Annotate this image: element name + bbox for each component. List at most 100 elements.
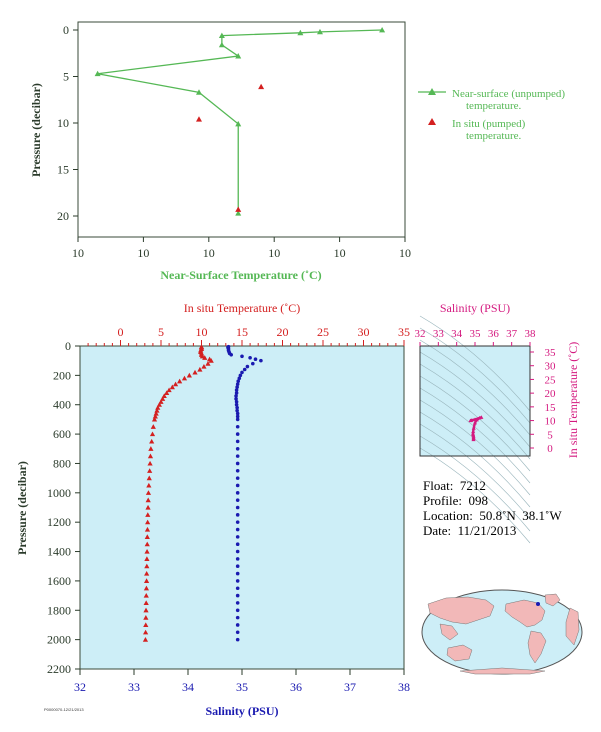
profile-number: 098 xyxy=(468,493,489,508)
profile-temperature-ticks: 0 5 10 15 20 25 30 35 xyxy=(87,325,410,346)
profile-salinity-point xyxy=(235,535,240,539)
profile-salinity-tick-label: 37 xyxy=(344,680,356,694)
profile-pressure-ticks: 0 200 400 600 800 1000 1200 1400 1600 1800 2000 220… xyxy=(47,339,80,676)
profile-temperature-point xyxy=(172,381,179,387)
profile-series xyxy=(142,344,263,642)
profile-salinity-point xyxy=(235,432,240,436)
profile-temperature-point xyxy=(164,390,170,396)
near-surface-x-tick-label: 10 xyxy=(137,246,149,260)
profile-temperature-point xyxy=(154,408,160,413)
near-surface-unpumped-point xyxy=(195,89,202,95)
profile-salinity-point xyxy=(235,637,240,642)
near-surface-unpumped-point xyxy=(218,32,225,38)
ts-density-contours xyxy=(419,315,531,544)
near-surface-unpumped-line xyxy=(97,29,383,214)
profile-temperature-point xyxy=(147,453,154,459)
profile-salinity-point xyxy=(236,379,241,384)
ts-density-contour xyxy=(419,315,531,412)
profile-pressure-tick-label: 1000 xyxy=(47,486,71,500)
profile-temperature-point xyxy=(205,361,211,366)
profile-salinity-point xyxy=(235,491,240,495)
profile-pressure-tick-label: 1600 xyxy=(47,574,71,588)
near-surface-unpumped-point xyxy=(235,53,242,59)
profile-pressure-tick-label: 2200 xyxy=(47,662,71,676)
ts-temperature-tick-label: 0 xyxy=(547,443,553,455)
near-surface-legend: Near-surface (unpumped) temperature. In … xyxy=(418,88,565,142)
profile-temperature-tick-label: 5 xyxy=(158,325,164,339)
profile-temperature-point xyxy=(147,468,153,473)
profile-temperature-point xyxy=(144,548,150,554)
profile-temperature-point xyxy=(143,615,149,620)
profile-salinity-tick-label: 38 xyxy=(398,680,410,694)
profile-salinity-point xyxy=(235,579,240,583)
profile-temperature-point xyxy=(144,556,150,561)
profile-salinity-point xyxy=(234,394,238,398)
map-antarctica xyxy=(459,667,546,675)
profile-salinity-point xyxy=(240,354,244,359)
profile-temperature-point xyxy=(143,585,150,591)
float-info-label: Float: xyxy=(423,478,454,493)
profile-temperature-point xyxy=(148,446,154,451)
profile-temperature-point xyxy=(147,460,153,466)
profile-pressure-tick-label: 200 xyxy=(53,368,71,382)
profile-salinity-point xyxy=(235,513,240,517)
profile-temperature-point xyxy=(145,519,151,525)
profile-salinity-tick-label: 36 xyxy=(290,680,302,694)
profile-temperature-point xyxy=(143,622,149,628)
legend-label-pumped-line1: In situ (pumped) xyxy=(452,118,526,130)
ts-density-contour xyxy=(419,327,531,424)
profile-temperature-point xyxy=(151,416,158,422)
map-eurasia xyxy=(427,596,495,625)
map-greenland xyxy=(544,593,561,607)
profile-salinity-axis-label: Salinity (PSU) xyxy=(205,704,278,718)
float-info-panel: Float: 7212 Profile: 098 Location: 50.8˚… xyxy=(423,478,562,538)
profile-temperature-point xyxy=(144,570,150,576)
profile-salinity-point xyxy=(235,424,240,429)
near-surface-x-tick-label: 10 xyxy=(203,246,215,260)
profile-temperature-point xyxy=(143,578,150,583)
profile-salinity-point xyxy=(235,593,240,598)
legend-label-pumped-line2: temperature. xyxy=(466,130,522,142)
profile-salinity-point xyxy=(235,461,240,466)
ts-temperature-tick-label: 5 xyxy=(547,429,553,441)
near-surface-y-ticks: 0 5 10 15 20 xyxy=(57,23,78,223)
profile-temperature-point xyxy=(169,384,175,390)
near-surface-unpumped-point xyxy=(235,120,242,127)
profile-temperature-point xyxy=(186,372,192,378)
profile-salinity-point xyxy=(235,439,240,444)
profile-salinity-point xyxy=(229,353,233,357)
ts-point xyxy=(471,429,476,434)
profile-temperature-point xyxy=(201,363,207,369)
profile-temperature-point xyxy=(177,378,183,384)
world-map xyxy=(421,589,583,675)
ts-salinity-tick-label: 38 xyxy=(525,328,537,340)
profile-temperature-point xyxy=(144,541,150,547)
profile-temperature-point xyxy=(161,393,167,398)
profile-salinity-point xyxy=(248,355,252,360)
profile-salinity-point xyxy=(235,405,239,410)
float-number: 7212 xyxy=(459,478,486,493)
ts-density-contour xyxy=(419,435,531,532)
profile-salinity-point xyxy=(235,454,240,458)
ts-temperature-axis-label: In situ Temperature (˚C) xyxy=(566,342,580,459)
map-africa-europe-edge xyxy=(565,607,580,646)
ts-density-contour xyxy=(419,423,531,520)
profile-temperature-point xyxy=(192,369,198,375)
profile-temperature-tick-label: 25 xyxy=(317,325,329,339)
profile-salinity-point xyxy=(234,402,239,407)
profile-salinity-point xyxy=(235,615,240,620)
profile-salinity-point xyxy=(235,601,240,605)
profile-chart: 0200400600800100012001400160018002000220… xyxy=(15,301,410,718)
profile-salinity-ticks: 32 33 34 35 36 37 38 xyxy=(74,669,410,694)
profile-temperature-point xyxy=(181,375,188,381)
profile-temperature-tick-label: 10 xyxy=(196,325,208,339)
profile-plot-frame xyxy=(79,345,405,670)
ts-temperature-tick-label: 10 xyxy=(545,416,557,428)
profile-temperature-point xyxy=(149,431,156,437)
date-value: 11/21/2013 xyxy=(457,523,517,538)
ts-temperature-tick-label: 30 xyxy=(545,361,557,373)
profile-salinity-point xyxy=(235,527,240,532)
profile-salinity-point xyxy=(251,361,255,366)
profile-salinity-point xyxy=(235,608,240,613)
